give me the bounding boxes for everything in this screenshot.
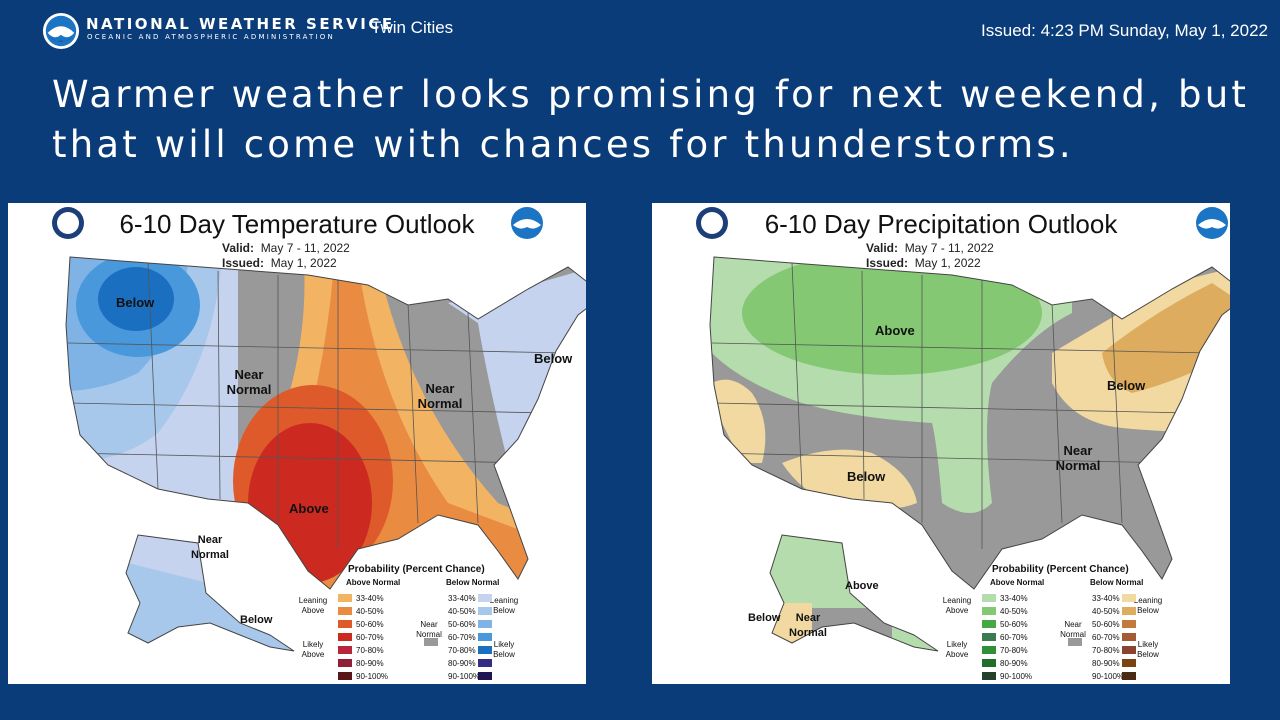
legend-pct-above: 40-50% xyxy=(1000,607,1028,616)
legend-swatch-below xyxy=(478,646,492,654)
temperature-map xyxy=(52,207,586,652)
legend-swatch-below xyxy=(478,633,492,641)
map-label-near-normal-ak: Near Normal xyxy=(191,534,229,561)
map-label-below-ak: Below xyxy=(748,612,781,624)
noaa-logo xyxy=(42,12,80,50)
legend-pct-above: 60-70% xyxy=(356,633,384,642)
legend-pct-below: 70-80% xyxy=(1092,646,1120,655)
map-label-below-ne: Below xyxy=(1107,378,1146,393)
temperature-outlook-panel: 6-10 Day Temperature Outlook Valid: May … xyxy=(8,203,586,684)
precipitation-legend: Probability (Percent Chance) Above Norma… xyxy=(942,564,1163,681)
legend-swatch-above xyxy=(982,659,996,667)
map-label-above-ak: Above xyxy=(845,580,879,592)
legend-pct-below: 33-40% xyxy=(1092,594,1120,603)
map-label-above-s: Above xyxy=(289,501,329,516)
legend-pct-below: 40-50% xyxy=(448,607,476,616)
legend-swatch-above xyxy=(982,620,996,628)
map-label-near-normal-se: Near Normal xyxy=(1055,443,1101,473)
legend-swatch-below xyxy=(478,672,492,680)
legend-pct-below: 80-90% xyxy=(1092,659,1120,668)
legend-pct-below: 40-50% xyxy=(1092,607,1120,616)
legend-pct-below: 50-60% xyxy=(448,620,476,629)
legend-swatch-above xyxy=(982,672,996,680)
headline: Warmer weather looks promising for next … xyxy=(52,73,1250,166)
legend-pct-below: 80-90% xyxy=(448,659,476,668)
valid-dates: Valid: May 7 - 11, 2022 Issued: May 1, 2… xyxy=(866,241,994,270)
legend-swatch-below xyxy=(1122,672,1136,680)
legend-swatch-above xyxy=(338,659,352,667)
map-label-near-normal-e: Near Normal xyxy=(417,381,463,411)
map-label-above-n: Above xyxy=(875,323,915,338)
legend-swatch-below xyxy=(1122,620,1136,628)
map-label-below-ak: Below xyxy=(240,614,273,626)
legend-pct-below: 90-100% xyxy=(1092,672,1125,681)
legend-pct-above: 40-50% xyxy=(356,607,384,616)
map-label-near-normal-w: Near Normal xyxy=(226,367,272,397)
agency-subtitle: OCEANIC AND ATMOSPHERIC ADMINISTRATION xyxy=(87,33,335,41)
legend-swatch-below xyxy=(478,594,492,602)
legend-swatch-below xyxy=(1122,607,1136,615)
office-name: Twin Cities xyxy=(371,18,454,37)
legend-swatch-below xyxy=(478,620,492,628)
legend-swatch-below xyxy=(1122,659,1136,667)
legend-swatch-above xyxy=(338,607,352,615)
legend-swatch-below xyxy=(1122,633,1136,641)
legend-pct-above: 60-70% xyxy=(1000,633,1028,642)
legend-pct-above: 80-90% xyxy=(1000,659,1028,668)
legend-pct-above: 90-100% xyxy=(356,672,389,681)
legend-pct-below: 60-70% xyxy=(1092,633,1120,642)
legend-pct-below: 33-40% xyxy=(448,594,476,603)
precipitation-outlook-panel: 6-10 Day Precipitation Outlook Valid: Ma… xyxy=(652,203,1230,684)
legend-swatch-above xyxy=(338,620,352,628)
precipitation-map xyxy=(696,207,1230,652)
legend-pct-above: 50-60% xyxy=(356,620,384,629)
legend-pct-below: 90-100% xyxy=(448,672,481,681)
legend-pct-above: 90-100% xyxy=(1000,672,1033,681)
legend-pct-above: 80-90% xyxy=(356,659,384,668)
legend-pct-below: 50-60% xyxy=(1092,620,1120,629)
issued-time: Issued: 4:23 PM Sunday, May 1, 2022 xyxy=(981,21,1268,40)
legend-pct-above: 70-80% xyxy=(1000,646,1028,655)
legend-pct-above: 50-60% xyxy=(1000,620,1028,629)
legend-swatch-above xyxy=(982,646,996,654)
legend-pct-below: 70-80% xyxy=(448,646,476,655)
legend-swatch-above xyxy=(338,633,352,641)
legend-swatch-below xyxy=(478,607,492,615)
panel-title: 6-10 Day Temperature Outlook xyxy=(119,209,475,239)
map-label-below-sw: Below xyxy=(847,469,886,484)
legend-swatch-below xyxy=(478,659,492,667)
legend-swatch-below xyxy=(1122,646,1136,654)
legend-swatch-above xyxy=(338,646,352,654)
legend-swatch-above xyxy=(338,594,352,602)
legend-pct-above: 33-40% xyxy=(1000,594,1028,603)
map-label-below-ne: Below xyxy=(534,351,573,366)
map-label-near-normal-ak: Near Normal xyxy=(789,612,827,639)
legend-swatch-below xyxy=(1122,594,1136,602)
temperature-legend: Probability (Percent Chance) Above Norma… xyxy=(298,564,519,681)
legend-swatch-above xyxy=(982,594,996,602)
agency-name: NATIONAL WEATHER SERVICE xyxy=(86,15,395,33)
map-label-below-nw: Below xyxy=(116,295,155,310)
valid-dates: Valid: May 7 - 11, 2022 Issued: May 1, 2… xyxy=(222,241,350,270)
legend-swatch-above xyxy=(338,672,352,680)
legend-swatch-above xyxy=(982,633,996,641)
legend-pct-above: 70-80% xyxy=(356,646,384,655)
legend-swatch-above xyxy=(982,607,996,615)
panel-title: 6-10 Day Precipitation Outlook xyxy=(764,209,1118,239)
legend-pct-above: 33-40% xyxy=(356,594,384,603)
legend-pct-below: 60-70% xyxy=(448,633,476,642)
